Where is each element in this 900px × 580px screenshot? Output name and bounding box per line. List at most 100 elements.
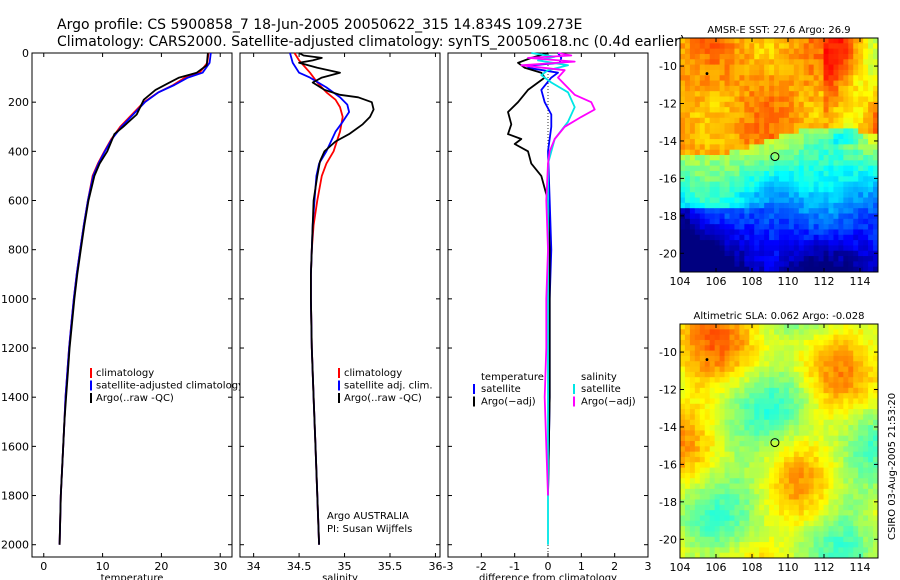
heatmap-cell — [868, 398, 874, 405]
heatmap-cell — [699, 224, 706, 230]
heatmap-cell — [699, 339, 706, 346]
heatmap-cell — [764, 245, 770, 252]
heatmap-cell — [684, 531, 691, 538]
heatmap-cell — [764, 256, 770, 262]
heatmap-cell — [798, 377, 805, 383]
heatmap-cell — [734, 536, 740, 543]
heatmap-cell — [709, 144, 716, 151]
heatmap-cell — [729, 85, 735, 92]
heatmap-cell — [719, 245, 726, 252]
heatmap-cell — [754, 53, 760, 60]
heatmap-cell — [843, 133, 849, 140]
heatmap-cell — [858, 398, 864, 405]
heatmap-cell — [813, 371, 820, 378]
heatmap-cell — [724, 441, 730, 447]
heatmap-cell — [793, 520, 800, 527]
heatmap-cell — [709, 213, 716, 220]
heatmap-cell — [680, 324, 686, 330]
heatmap-cell — [853, 128, 859, 135]
heatmap-cell — [764, 155, 770, 161]
heatmap-cell — [873, 186, 879, 193]
heatmap-cell — [724, 377, 730, 383]
heatmap-cell — [813, 250, 820, 257]
heatmap-cell — [873, 245, 879, 252]
heatmap-cell — [838, 499, 844, 506]
heatmap-cell — [754, 165, 760, 172]
heatmap-cell — [734, 520, 740, 527]
heatmap-cell — [843, 478, 849, 485]
heatmap-cell — [744, 229, 750, 236]
heatmap-cell — [873, 43, 879, 50]
heatmap-cell — [798, 441, 805, 447]
heatmap-cell — [779, 531, 785, 538]
heatmap-cell — [818, 250, 825, 257]
heatmap-cell — [739, 69, 745, 76]
heatmap-cell — [813, 107, 820, 113]
heatmap-cell — [803, 510, 810, 516]
heatmap-cell — [803, 266, 810, 273]
heatmap-cell — [689, 366, 696, 373]
heatmap-cell — [783, 128, 790, 135]
heatmap-cell — [684, 48, 691, 55]
heatmap-cell — [684, 552, 691, 559]
heatmap-cell — [848, 101, 854, 108]
heatmap-cell — [759, 117, 765, 124]
heatmap-cell — [853, 144, 859, 151]
heatmap-cell — [838, 435, 844, 442]
heatmap-cell — [714, 361, 721, 368]
heatmap-cell — [828, 483, 834, 490]
heatmap-cell — [783, 155, 790, 161]
heatmap-cell — [873, 334, 879, 341]
heatmap-cell — [719, 414, 726, 421]
heatmap-cell — [858, 48, 864, 55]
heatmap-cell — [853, 387, 859, 394]
heatmap-cell — [788, 170, 795, 177]
heatmap-cell — [744, 139, 750, 145]
heatmap-cell — [788, 133, 795, 140]
heatmap-cell — [699, 483, 706, 490]
heatmap-cell — [798, 38, 805, 44]
heatmap-cell — [684, 430, 691, 437]
heatmap-cell — [858, 139, 864, 145]
heatmap-cell — [759, 224, 765, 230]
heatmap-cell — [813, 499, 820, 506]
heatmap-cell — [813, 494, 820, 500]
heatmap-cell — [709, 202, 716, 209]
heatmap-cell — [714, 520, 721, 527]
x-tick-label: 110 — [778, 561, 799, 574]
heatmap-cell — [863, 266, 869, 273]
heatmap-cell — [823, 261, 829, 268]
heatmap-cell — [734, 181, 740, 188]
heatmap-cell — [684, 504, 691, 511]
heatmap-cell — [788, 478, 795, 485]
heatmap-cell — [848, 350, 854, 357]
heatmap-cell — [868, 478, 874, 485]
heatmap-cell — [853, 382, 859, 389]
heatmap-cell — [833, 107, 839, 113]
heatmap-cell — [739, 160, 745, 167]
heatmap-cell — [694, 218, 701, 225]
heatmap-cell — [793, 441, 800, 447]
heatmap-cell — [793, 107, 800, 113]
heatmap-cell — [749, 197, 755, 204]
heatmap-cell — [828, 393, 834, 399]
heatmap-cell — [774, 355, 780, 362]
heatmap-cell — [689, 245, 696, 252]
heatmap-cell — [744, 409, 750, 415]
heatmap-cell — [724, 456, 730, 463]
heatmap-cell — [803, 197, 810, 204]
heatmap-cell — [848, 446, 854, 453]
heatmap-cell — [813, 435, 820, 442]
heatmap-cell — [699, 38, 706, 44]
heatmap-cell — [858, 107, 864, 113]
heatmap-cell — [818, 43, 825, 50]
heatmap-cell — [813, 467, 820, 474]
heatmap-cell — [818, 123, 825, 129]
heatmap-cell — [759, 256, 765, 262]
heatmap-cell — [744, 155, 750, 161]
heatmap-cell — [798, 419, 805, 426]
heatmap-cell — [694, 59, 701, 66]
heatmap-cell — [764, 425, 770, 431]
heatmap-cell — [714, 547, 721, 554]
heatmap-cell — [754, 510, 760, 516]
